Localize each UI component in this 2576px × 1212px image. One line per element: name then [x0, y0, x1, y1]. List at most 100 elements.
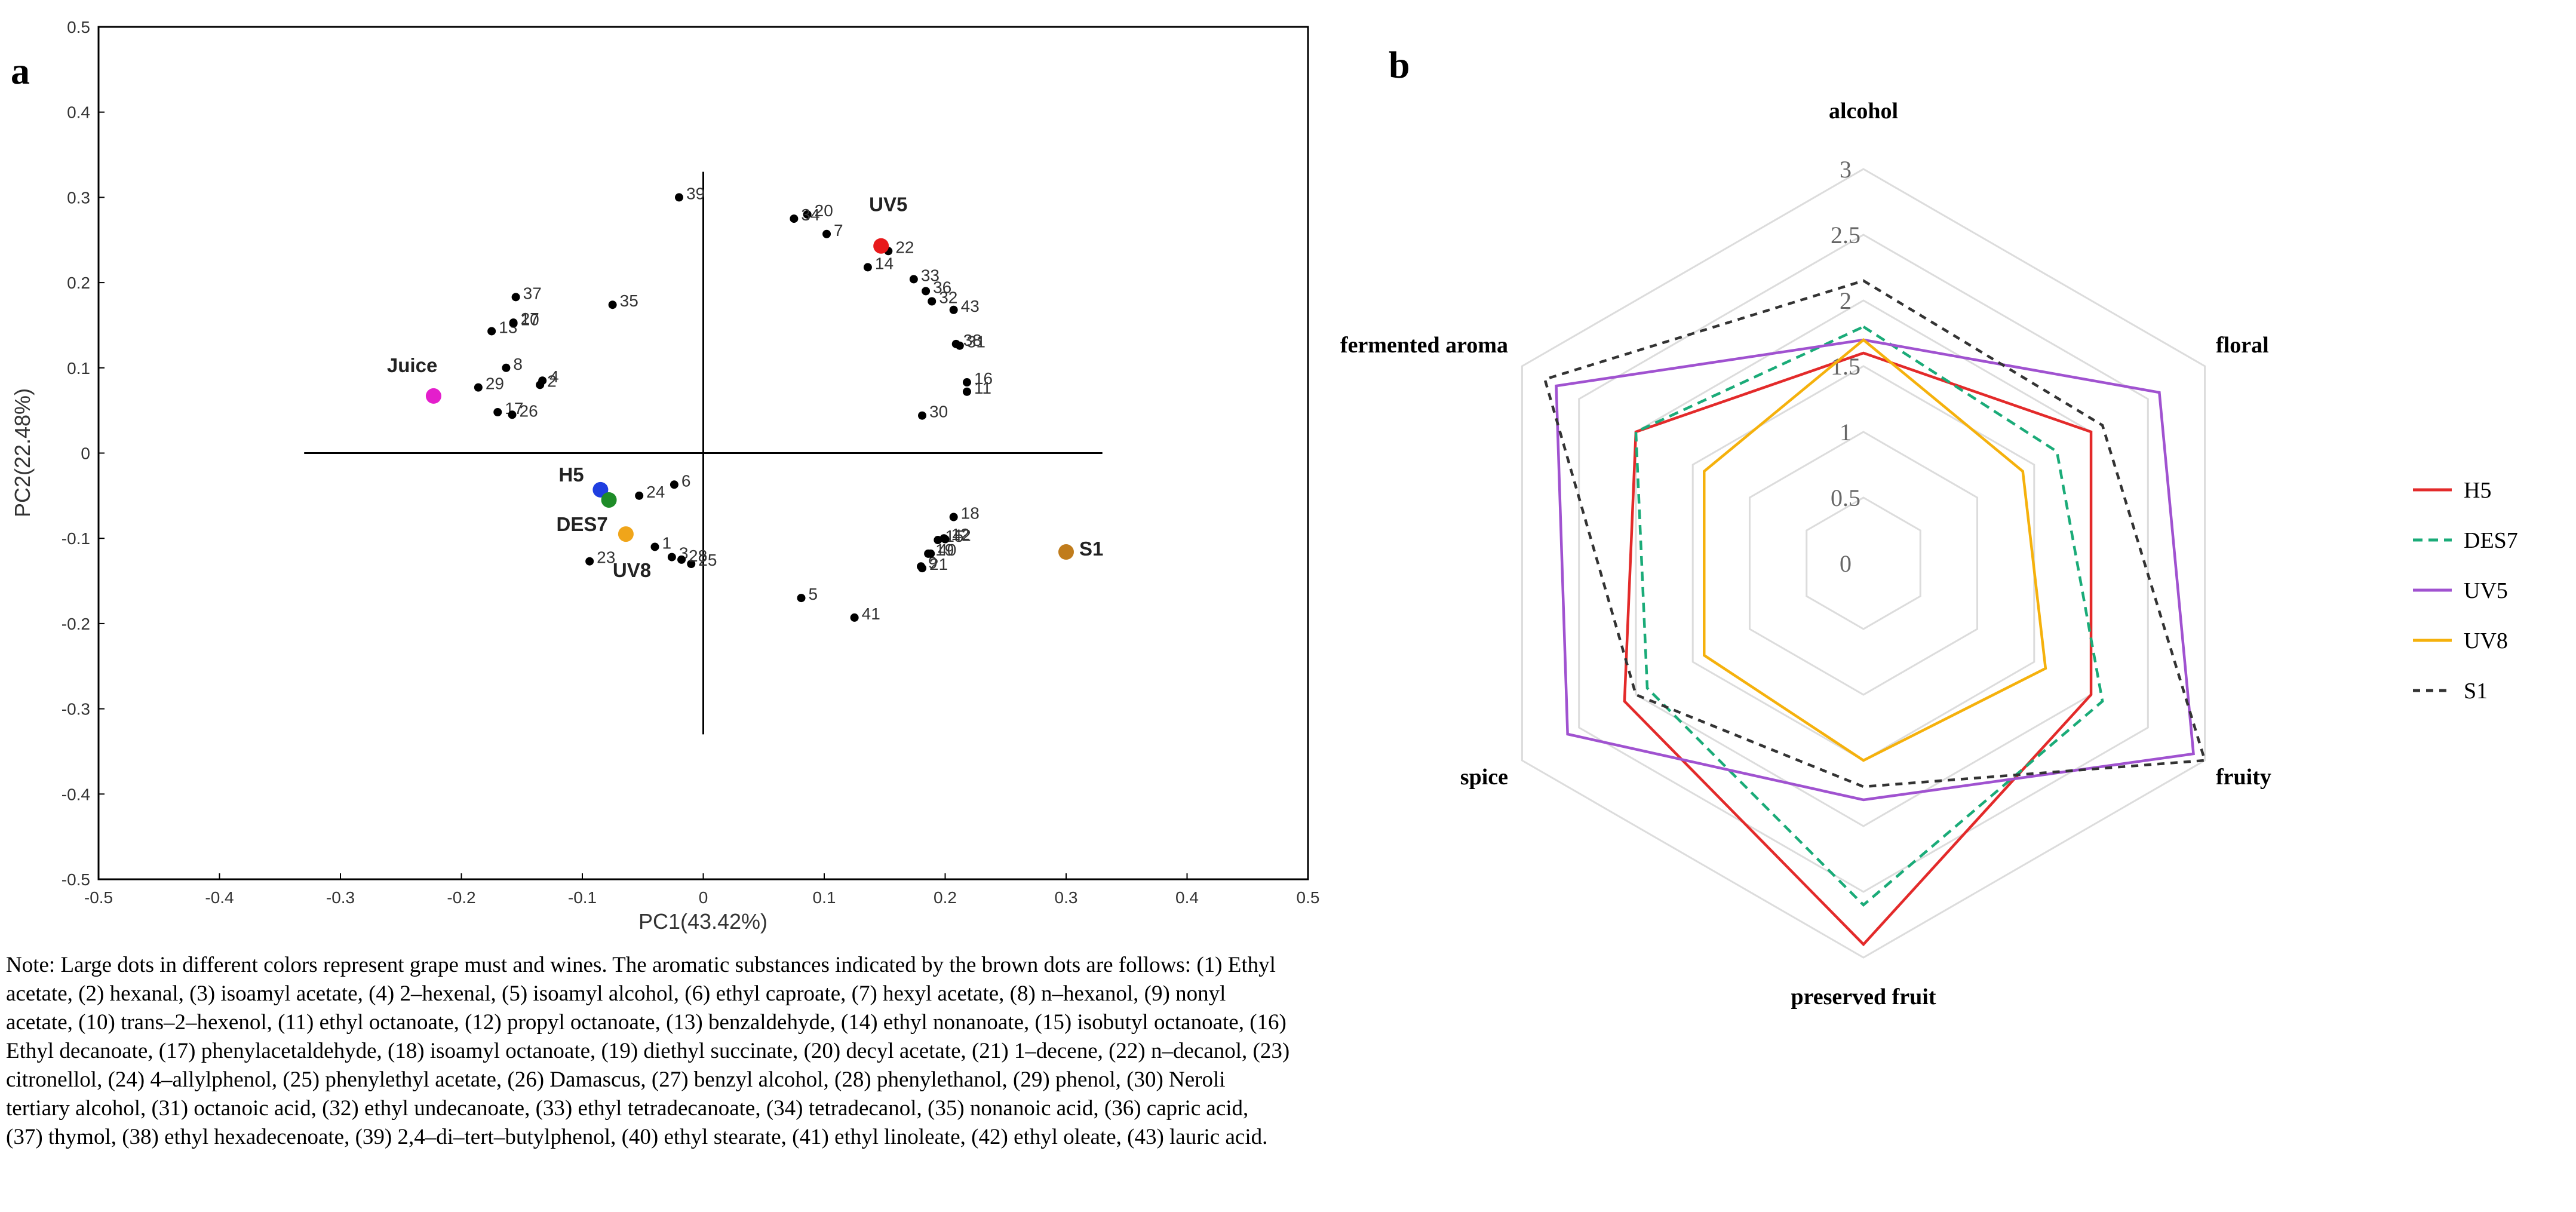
compound-point-label: 4	[549, 367, 559, 386]
radar-radial-tick-label: 0.5	[1831, 484, 1860, 511]
radar-grid-ring	[1748, 431, 1979, 696]
y-tick-label: 0.5	[67, 18, 90, 36]
radar-radial-tick-labels: 0 0.5 1 1.5 2 2.5 3	[1831, 156, 1860, 577]
x-tick-label: 0.5	[1297, 888, 1320, 907]
radar-axis-label: spice	[1460, 765, 1508, 790]
sample-point-label: DES7	[557, 513, 608, 535]
compound-point	[677, 555, 686, 564]
compound-point-label: 6	[681, 471, 691, 490]
legend-label: UV5	[2464, 578, 2508, 603]
figure-note: Note: Large dots in different colors rep…	[6, 953, 1290, 1149]
radar-series-uv8	[1703, 338, 2047, 762]
compound-point	[511, 293, 520, 302]
radar-chart: 0 0.5 1 1.5 2 2.5 3 alcohol floral fruity preserv…	[1340, 99, 2518, 1010]
sample-point-label: Juice	[387, 354, 437, 376]
compound-point-label: 16	[974, 369, 993, 388]
y-tick-label: -0.1	[62, 529, 90, 548]
x-tick-label: 0.4	[1175, 888, 1199, 907]
compound-point-label: 32	[939, 288, 957, 306]
radar-grid-ring	[1806, 496, 1921, 630]
compound-point-label: 22	[895, 238, 914, 256]
x-tick-label: 0	[699, 888, 708, 907]
compound-point-label: 36	[933, 278, 951, 296]
compound-point	[909, 275, 918, 284]
compound-point-label: 39	[686, 184, 705, 202]
compound-point	[487, 327, 496, 336]
radar-series-uv5	[1555, 338, 2195, 802]
compound-point-label: 1	[662, 533, 672, 552]
compound-point-label: 29	[486, 375, 504, 393]
compound-point-label: 38	[963, 331, 982, 349]
compound-point	[502, 363, 511, 372]
compound-point-label: 28	[689, 547, 707, 565]
compound-point	[962, 387, 971, 396]
panel-b-label: b	[1389, 44, 1410, 86]
pca-biplot: -0.5 -0.4 -0.3 -0.2 -0.1 0 0.1 0.2 0.3 0.4 0.5 -0.5…	[10, 18, 1319, 934]
compound-point	[962, 378, 971, 387]
compound-point	[508, 410, 517, 419]
y-tick-label: 0.3	[67, 188, 90, 207]
compound-point-label: 24	[646, 483, 665, 501]
radar-legend: H5 DES7 UV5 UV8 S1	[2413, 478, 2518, 704]
compound-point	[822, 229, 831, 238]
compound-point	[650, 542, 659, 551]
compound-point	[918, 564, 927, 573]
legend-label: S1	[2464, 679, 2488, 704]
compound-point-label: 25	[698, 551, 717, 569]
compound-point	[850, 613, 859, 622]
compound-point-label: 20	[815, 201, 833, 220]
compound-point	[803, 210, 812, 219]
compound-point	[949, 513, 958, 521]
compound-point-label: 35	[620, 292, 638, 310]
compound-point-label: 10	[521, 311, 539, 329]
radar-radial-tick-label: 2	[1840, 287, 1852, 314]
compound-point	[941, 535, 950, 544]
compound-point	[667, 553, 676, 561]
y-tick-label: 0.2	[67, 274, 90, 292]
sample-point-label: UV8	[613, 559, 651, 581]
sample-point	[618, 526, 634, 542]
y-tick-label: -0.3	[62, 700, 90, 719]
compound-point	[928, 297, 937, 306]
y-tick-label: 0.4	[67, 103, 90, 122]
x-tick-label: -0.3	[326, 888, 355, 907]
y-tick-label: 0	[81, 444, 90, 463]
sample-point-label: UV5	[869, 194, 907, 216]
compound-point-label: 18	[961, 504, 980, 523]
compound-point-label: 19	[935, 541, 954, 559]
compound-point-label: 2	[547, 372, 557, 390]
compound-point-label: 40	[938, 541, 956, 559]
compound-point	[951, 339, 960, 348]
sample-point-label: S1	[1079, 538, 1103, 560]
sample-point	[425, 388, 441, 404]
compound-point-label: 34	[801, 205, 819, 224]
pca-compound-points: 1234567891011121314151617181920212223242…	[474, 184, 993, 623]
compound-point-label: 21	[929, 555, 948, 573]
compound-point-label: 31	[967, 333, 985, 351]
x-tick-label: -0.2	[447, 888, 475, 907]
compound-point-label: 33	[921, 266, 939, 284]
radar-radial-tick-label: 0	[1840, 550, 1852, 577]
compound-point-label: 30	[929, 403, 948, 421]
compound-point-label: 8	[513, 355, 523, 373]
compound-point	[608, 300, 617, 309]
x-tick-label: -0.5	[84, 888, 113, 907]
compound-point	[918, 411, 927, 420]
compound-point	[863, 263, 872, 272]
compound-point-label: 9	[928, 553, 938, 572]
radar-series-h5	[1623, 351, 2093, 947]
x-tick-label: 0.1	[813, 888, 836, 907]
radar-axis-label: alcohol	[1829, 99, 1898, 124]
pca-x-axis-label: PC1(43.42%)	[638, 909, 767, 934]
x-tick-label: -0.1	[568, 888, 597, 907]
compound-point-label: 27	[521, 309, 539, 328]
panel-a-label: a	[11, 50, 30, 92]
legend-label: DES7	[2464, 528, 2518, 553]
radar-axis-labels: alcohol floral fruity preserved fruit spice f…	[1340, 99, 2271, 1010]
radar-series-des7	[1634, 325, 2104, 907]
compound-point	[538, 376, 547, 385]
radar-radial-tick-label: 2.5	[1831, 222, 1860, 248]
compound-point-label: 43	[961, 297, 980, 315]
compound-point-label: 15	[945, 527, 963, 545]
